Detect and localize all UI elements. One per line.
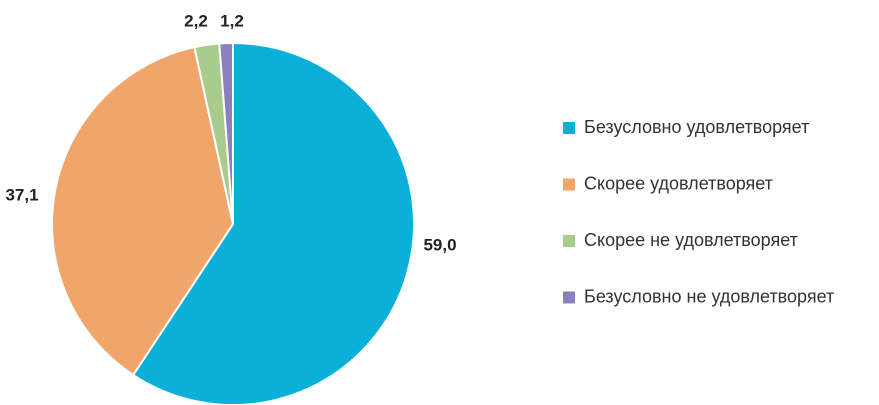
- data-label: 1,2: [220, 11, 244, 30]
- data-label: 59,0: [423, 235, 456, 254]
- legend-label: Скорее удовлетворяет: [584, 173, 773, 193]
- legend-swatch: [563, 122, 575, 134]
- legend-swatch: [563, 178, 575, 191]
- legend-swatch: [563, 291, 575, 304]
- legend-label: Безусловно не удовлетворяет: [584, 286, 834, 306]
- data-label: 37,1: [5, 185, 38, 204]
- legend-label: Безусловно удовлетворяет: [584, 117, 809, 137]
- legend-swatch: [563, 235, 575, 247]
- pie-slice: [51, 45, 235, 377]
- legend-label: Скорее не удовлетворяет: [584, 230, 798, 250]
- pie-slice: [218, 41, 234, 225]
- data-label: 2,2: [184, 11, 208, 30]
